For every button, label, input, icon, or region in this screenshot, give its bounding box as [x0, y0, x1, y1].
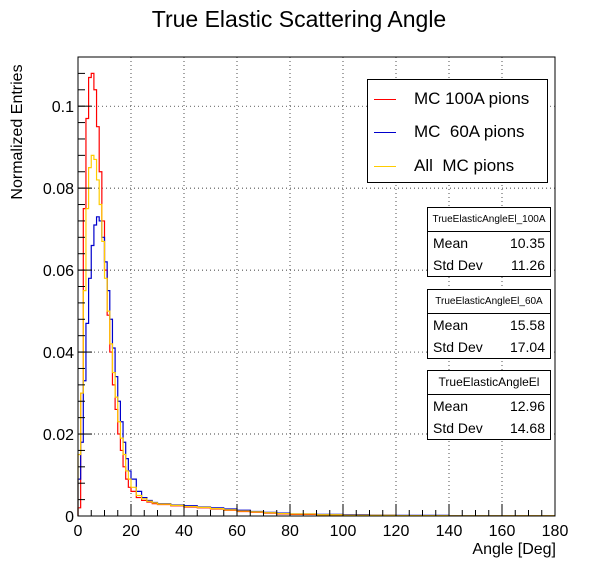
x-tick-label: 40	[175, 523, 193, 540]
stats-title: TrueElasticAngleEl	[428, 371, 550, 395]
legend-swatch	[374, 131, 396, 133]
legend-label: MC 100A pions	[414, 89, 530, 108]
x-tick-label: 180	[542, 523, 569, 540]
stats-title: TrueElasticAngleEl_60A	[428, 290, 550, 314]
stats-std-label: Std Dev	[433, 420, 483, 436]
stats-std-row: Std Dev 17.04	[433, 336, 545, 358]
stats-box: TrueElasticAngleEl_100A Mean 10.35 Std D…	[427, 207, 551, 277]
stats-std-value: 11.26	[511, 257, 545, 273]
stats-std-row: Std Dev 11.26	[433, 254, 545, 276]
stats-std-label: Std Dev	[433, 257, 483, 273]
stats-mean-label: Mean	[433, 317, 469, 333]
y-tick-label: 0.1	[52, 99, 74, 116]
legend-label: MC 60A pions	[414, 122, 525, 141]
stats-title: TrueElasticAngleEl_100A	[428, 208, 550, 232]
x-tick-label: 140	[436, 523, 463, 540]
legend-item: MC 60A pions	[368, 121, 525, 143]
legend-item: MC 100A pions	[368, 88, 529, 110]
stats-std-label: Std Dev	[433, 339, 483, 355]
legend-swatch	[374, 165, 396, 167]
stats-box: TrueElasticAngleEl Mean 12.96 Std Dev 14…	[427, 370, 551, 440]
stats-std-value: 14.68	[509, 420, 545, 436]
legend-swatch	[374, 98, 396, 100]
chart-title: True Elastic Scattering Angle	[152, 6, 446, 32]
y-tick-label: 0	[65, 509, 74, 526]
y-tick-label: 0.08	[43, 181, 74, 198]
y-tick-label: 0.04	[43, 345, 74, 362]
y-tick-label: 0.06	[43, 263, 74, 280]
stats-box: TrueElasticAngleEl_60A Mean 15.58 Std De…	[427, 289, 551, 359]
stats-mean-value: 15.58	[509, 317, 545, 333]
stats-mean-row: Mean 12.96	[433, 395, 545, 417]
stats-std-row: Std Dev 14.68	[433, 417, 545, 439]
x-axis-label: Angle [Deg]	[472, 541, 556, 558]
legend: MC 100A pions MC 60A pions All MC pions	[367, 79, 548, 183]
legend-item: All MC pions	[368, 155, 514, 177]
stats-mean-value: 12.96	[509, 398, 545, 414]
x-tick-label: 0	[74, 523, 83, 540]
x-tick-label: 20	[122, 523, 140, 540]
x-tick-label: 60	[228, 523, 246, 540]
x-tick-label: 120	[383, 523, 410, 540]
stats-mean-row: Mean 10.35	[433, 232, 545, 254]
stats-std-value: 17.04	[509, 339, 545, 355]
legend-label: All MC pions	[414, 156, 515, 175]
x-tick-label: 80	[281, 523, 299, 540]
y-tick-label: 0.02	[43, 427, 74, 444]
y-axis-label: Normalized Entries	[9, 64, 26, 199]
stats-mean-row: Mean 15.58	[433, 314, 545, 336]
stats-mean-value: 10.35	[509, 235, 545, 251]
stats-mean-label: Mean	[433, 235, 469, 251]
x-tick-label: 100	[330, 523, 357, 540]
x-tick-label: 160	[489, 523, 516, 540]
stats-mean-label: Mean	[433, 398, 469, 414]
